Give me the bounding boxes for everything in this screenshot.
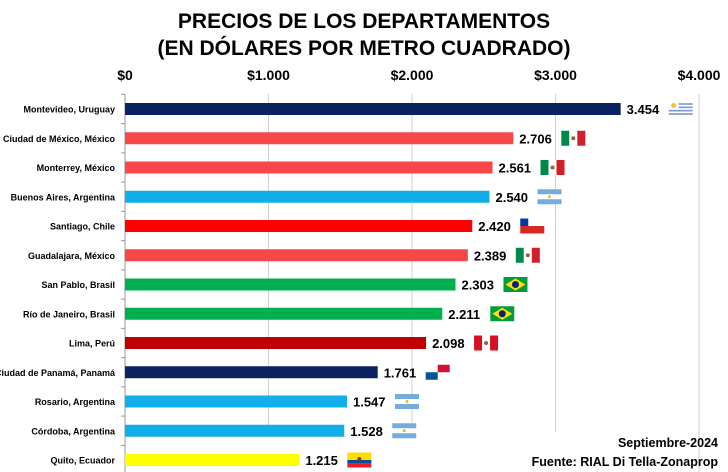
data-label: 2.098 bbox=[432, 336, 465, 351]
mexico-flag-icon bbox=[515, 247, 540, 263]
flag-part bbox=[347, 463, 372, 468]
data-label: 2.706 bbox=[519, 131, 552, 146]
flag-part bbox=[392, 423, 417, 429]
category-label: Lima, Perú bbox=[69, 339, 115, 349]
data-label: 2.420 bbox=[478, 219, 511, 234]
category-label: Rosario, Argentina bbox=[35, 397, 116, 407]
data-label: 2.561 bbox=[499, 161, 532, 176]
bar bbox=[125, 161, 493, 174]
flag-part bbox=[484, 341, 489, 345]
flag-part bbox=[571, 136, 576, 141]
flag-part bbox=[520, 218, 529, 226]
bar bbox=[125, 132, 514, 145]
data-label: 1.215 bbox=[305, 453, 338, 468]
flag-part bbox=[550, 165, 555, 170]
flag-part bbox=[577, 130, 586, 146]
flag-part bbox=[402, 429, 406, 433]
bar bbox=[125, 278, 456, 291]
flag-part bbox=[540, 160, 549, 175]
flag-part bbox=[668, 109, 693, 112]
flag-part bbox=[394, 394, 419, 399]
argentina-flag-icon bbox=[537, 189, 562, 205]
brazil-flag-icon bbox=[503, 277, 528, 292]
data-label: 1.528 bbox=[350, 424, 383, 439]
flag-part bbox=[537, 199, 562, 205]
chart-subtitle: (EN DÓLARES POR METRO CUADRADO) bbox=[158, 36, 571, 60]
bar bbox=[125, 190, 490, 203]
flag-part bbox=[668, 113, 693, 115]
data-label: 2.389 bbox=[474, 248, 507, 263]
peru-flag-icon bbox=[474, 335, 499, 351]
flag-part bbox=[531, 247, 540, 263]
data-label: 2.303 bbox=[461, 278, 494, 293]
x-tick-label: $4.000 bbox=[678, 67, 721, 83]
data-label: 2.540 bbox=[495, 190, 528, 205]
category-label: Guadalajara, México bbox=[28, 251, 116, 261]
category-label: Ciudad de Panamá, Panamá bbox=[0, 368, 116, 378]
x-tick-label: $3.000 bbox=[534, 67, 577, 83]
category-label: San Pablo, Brasil bbox=[41, 280, 115, 290]
flag-part bbox=[547, 195, 551, 199]
bar bbox=[125, 337, 427, 349]
argentina-flag-icon bbox=[392, 423, 417, 439]
mexico-flag-icon bbox=[561, 130, 586, 146]
data-label: 1.761 bbox=[384, 365, 417, 380]
category-label: Río de Janeiro, Brasil bbox=[23, 309, 115, 319]
chart-title: PRECIOS DE LOS DEPARTAMENTOS bbox=[178, 10, 550, 33]
ecuador-flag-icon bbox=[347, 452, 372, 468]
flag-part bbox=[511, 281, 519, 288]
flag-part bbox=[347, 452, 372, 460]
bar bbox=[125, 220, 473, 232]
bar bbox=[125, 249, 468, 262]
category-label: Buenos Aires, Argentina bbox=[11, 192, 116, 202]
category-label: Ciudad de México, México bbox=[3, 134, 116, 144]
category-label: Quito, Ecuador bbox=[50, 456, 115, 466]
x-tick-label: $1.000 bbox=[247, 67, 290, 83]
bar bbox=[125, 454, 300, 466]
category-label: Montevideo, Uruguay bbox=[23, 105, 115, 115]
category-label: Santiago, Chile bbox=[50, 222, 115, 232]
uruguay-flag-icon bbox=[668, 101, 693, 117]
argentina-flag-icon bbox=[394, 394, 419, 409]
bar bbox=[125, 307, 443, 320]
chile-flag-icon bbox=[520, 218, 545, 234]
brazil-flag-icon bbox=[490, 306, 515, 322]
flag-part bbox=[498, 310, 506, 318]
annotation-source: Fuente: RIAL Di Tella-Zonaprop bbox=[532, 455, 719, 469]
x-tick-label: $2.000 bbox=[391, 67, 434, 83]
bar bbox=[125, 424, 345, 437]
flag-part bbox=[671, 103, 677, 108]
flag-part bbox=[437, 364, 450, 373]
flag-part bbox=[525, 253, 530, 258]
flag-part bbox=[515, 247, 524, 263]
mexico-flag-icon bbox=[540, 160, 565, 175]
flag-part bbox=[556, 160, 565, 175]
annotation-date: Septiembre-2024 bbox=[618, 436, 718, 450]
flag-part bbox=[520, 226, 545, 234]
flag-part bbox=[405, 400, 409, 403]
category-label: Monterrey, México bbox=[37, 163, 116, 173]
category-label: Córdoba, Argentina bbox=[31, 426, 116, 436]
flag-part bbox=[347, 460, 372, 464]
data-label: 1.547 bbox=[353, 395, 386, 410]
flag-part bbox=[392, 433, 417, 439]
flag-part bbox=[425, 372, 438, 380]
data-label: 3.454 bbox=[627, 102, 660, 117]
bar bbox=[125, 103, 621, 115]
flag-part bbox=[668, 106, 693, 109]
flag-part bbox=[561, 130, 570, 146]
flag-part bbox=[537, 189, 562, 195]
panama-flag-icon bbox=[425, 364, 450, 380]
flag-part bbox=[668, 103, 693, 105]
flag-part bbox=[357, 457, 362, 461]
flag-part bbox=[394, 404, 419, 409]
data-label: 2.211 bbox=[448, 307, 480, 322]
x-tick-label: $0 bbox=[117, 67, 133, 83]
bar bbox=[125, 395, 347, 408]
bar bbox=[125, 366, 378, 379]
